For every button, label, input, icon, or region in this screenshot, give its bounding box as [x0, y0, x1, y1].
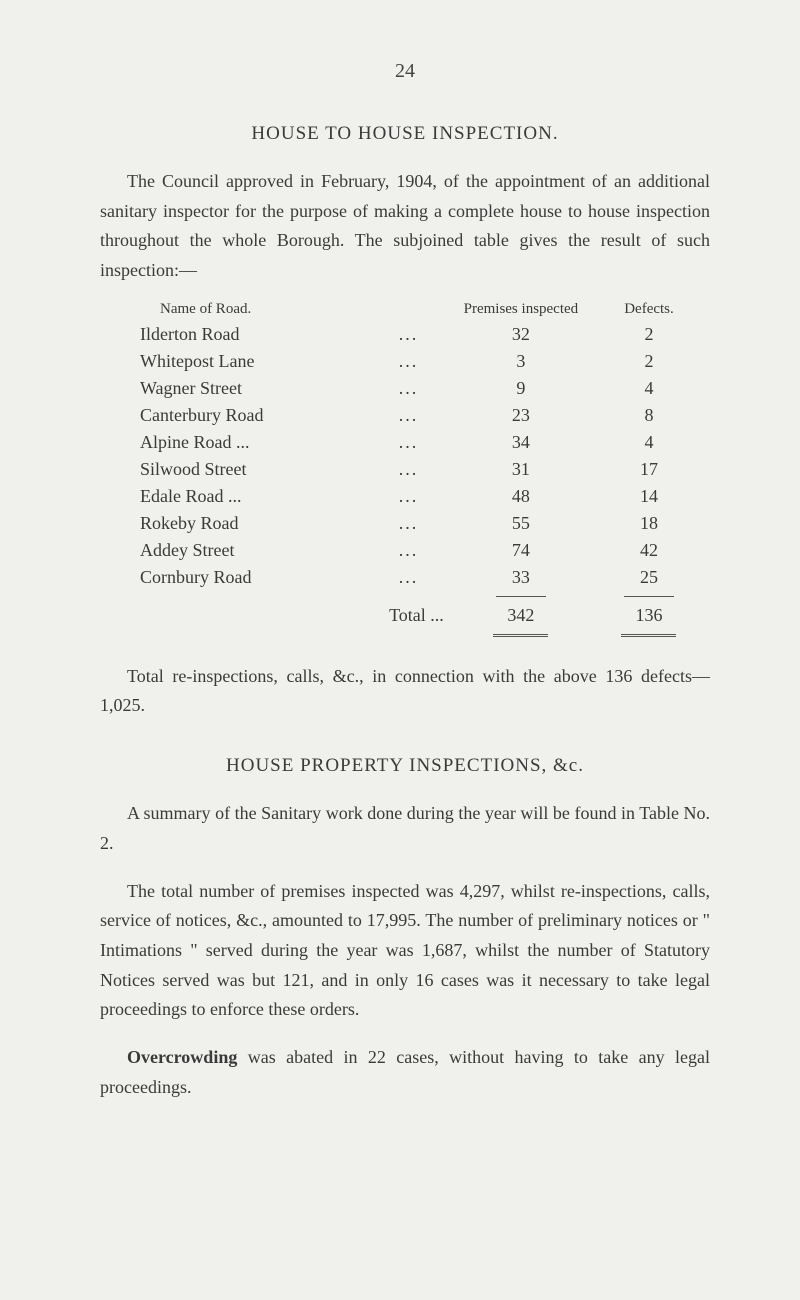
leader-dots: ...	[393, 510, 454, 537]
defects-value: 8	[588, 402, 710, 429]
leader-dots: ...	[393, 429, 454, 456]
double-rule-line	[493, 634, 548, 639]
table-body: Ilderton Road ... 32 2 Whitepost Lane ..…	[100, 321, 710, 644]
table-row: Ilderton Road ... 32 2	[100, 321, 710, 348]
footnote-paragraph: Total re-inspections, calls, &c., in con…	[100, 662, 710, 721]
overcrowding-bold: Overcrowding	[127, 1047, 237, 1067]
total-defects: 136	[588, 602, 710, 629]
table-header-row: Name of Road. Premises inspected Defects…	[100, 298, 710, 321]
leader-dots: ...	[393, 321, 454, 348]
leader-dots: ...	[393, 375, 454, 402]
defects-value: 4	[588, 375, 710, 402]
table-row: Wagner Street ... 9 4	[100, 375, 710, 402]
premises-value: 48	[454, 483, 588, 510]
double-rule-row	[100, 629, 710, 644]
road-name: Addey Street	[100, 537, 393, 564]
table-row: Edale Road ... ... 48 14	[100, 483, 710, 510]
leader-dots: ...	[393, 348, 454, 375]
premises-value: 23	[454, 402, 588, 429]
leader-dots: ...	[393, 483, 454, 510]
premises-value: 9	[454, 375, 588, 402]
defects-value: 18	[588, 510, 710, 537]
road-name: Whitepost Lane	[100, 348, 393, 375]
premises-value: 3	[454, 348, 588, 375]
total-label: Total ...	[100, 602, 454, 629]
para-totals: The total number of premises inspected w…	[100, 877, 710, 1025]
premises-value: 74	[454, 537, 588, 564]
road-name: Canterbury Road	[100, 402, 393, 429]
premises-value: 31	[454, 456, 588, 483]
defects-value: 14	[588, 483, 710, 510]
total-row: Total ... 342 136	[100, 602, 710, 629]
intro-paragraph: The Council approved in February, 1904, …	[100, 167, 710, 286]
defects-value: 25	[588, 564, 710, 591]
section-heading-inspection: HOUSE TO HOUSE INSPECTION.	[100, 123, 710, 145]
table-row: Alpine Road ... ... 34 4	[100, 429, 710, 456]
road-name: Alpine Road ...	[100, 429, 393, 456]
leader-dots: ...	[393, 456, 454, 483]
premises-value: 55	[454, 510, 588, 537]
para-summary: A summary of the Sanitary work done duri…	[100, 799, 710, 858]
leader-dots: ...	[393, 564, 454, 591]
defects-value: 2	[588, 348, 710, 375]
table-row: Silwood Street ... 31 17	[100, 456, 710, 483]
rule-row	[100, 591, 710, 602]
rule-line	[624, 596, 674, 597]
road-name: Cornbury Road	[100, 564, 393, 591]
col-header-defects: Defects.	[588, 298, 710, 321]
col-header-premises: Premises inspected	[454, 298, 588, 321]
col-header-name: Name of Road.	[100, 298, 454, 321]
defects-value: 17	[588, 456, 710, 483]
section-spacer	[100, 733, 710, 755]
rule-line	[496, 596, 546, 597]
defects-value: 42	[588, 537, 710, 564]
page-number: 24	[100, 60, 710, 83]
road-name: Wagner Street	[100, 375, 393, 402]
leader-dots: ...	[393, 402, 454, 429]
total-premises: 342	[454, 602, 588, 629]
premises-value: 32	[454, 321, 588, 348]
para-overcrowding: Overcrowding was abated in 22 cases, wit…	[100, 1043, 710, 1102]
table-row: Cornbury Road ... 33 25	[100, 564, 710, 591]
road-name: Rokeby Road	[100, 510, 393, 537]
table-row: Canterbury Road ... 23 8	[100, 402, 710, 429]
table-row: Rokeby Road ... 55 18	[100, 510, 710, 537]
double-rule-line	[621, 634, 676, 639]
table-row: Whitepost Lane ... 3 2	[100, 348, 710, 375]
defects-value: 2	[588, 321, 710, 348]
premises-value: 33	[454, 564, 588, 591]
leader-dots: ...	[393, 537, 454, 564]
defects-value: 4	[588, 429, 710, 456]
premises-value: 34	[454, 429, 588, 456]
document-page: 24 HOUSE TO HOUSE INSPECTION. The Counci…	[0, 0, 800, 1300]
section-heading-property: HOUSE PROPERTY INSPECTIONS, &c.	[100, 755, 710, 777]
road-name: Ilderton Road	[100, 321, 393, 348]
table-row: Addey Street ... 74 42	[100, 537, 710, 564]
road-name: Edale Road ...	[100, 483, 393, 510]
inspection-table: Name of Road. Premises inspected Defects…	[100, 298, 710, 644]
road-name: Silwood Street	[100, 456, 393, 483]
